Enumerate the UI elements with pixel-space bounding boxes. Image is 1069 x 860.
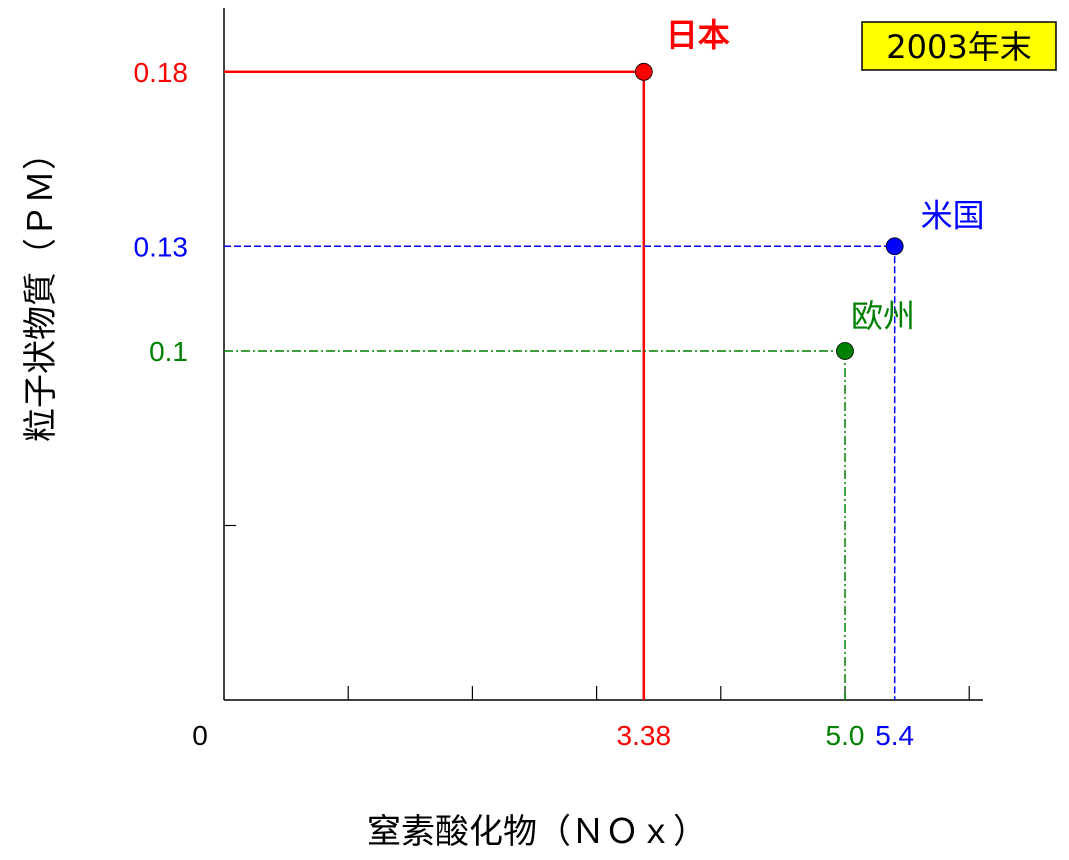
x-axis-title: 窒素酸化物（ＮＯｘ） (367, 812, 707, 852)
data-points (634, 62, 904, 360)
axes (223, 8, 983, 701)
guide-lines (224, 70, 896, 700)
year-badge: 2003年末 (886, 28, 1031, 66)
x-value-label: 5.4 (875, 720, 914, 751)
y-value-label: 0.13 (134, 231, 189, 262)
data-point (836, 342, 854, 360)
origin-label: 0 (192, 720, 208, 751)
y-value-label: 0.18 (134, 57, 189, 88)
y-axis-title: 粒子状物質（ＰＭ） (21, 136, 61, 442)
series-name-label: 日本 (666, 16, 730, 54)
series-name-label: 欧州 (851, 297, 915, 335)
series-name-label: 米国 (921, 196, 985, 234)
y-value-label: 0.1 (149, 336, 188, 367)
x-value-label: 3.38 (617, 720, 672, 751)
x-value-label: 5.0 (826, 720, 865, 751)
data-point (885, 237, 904, 256)
data-point (634, 62, 653, 81)
year-badge-box (861, 21, 1057, 71)
data-labels: 0.18 3.38 日本 0.13 5.4 米国 0.1 5.0 欧州 (134, 16, 985, 751)
